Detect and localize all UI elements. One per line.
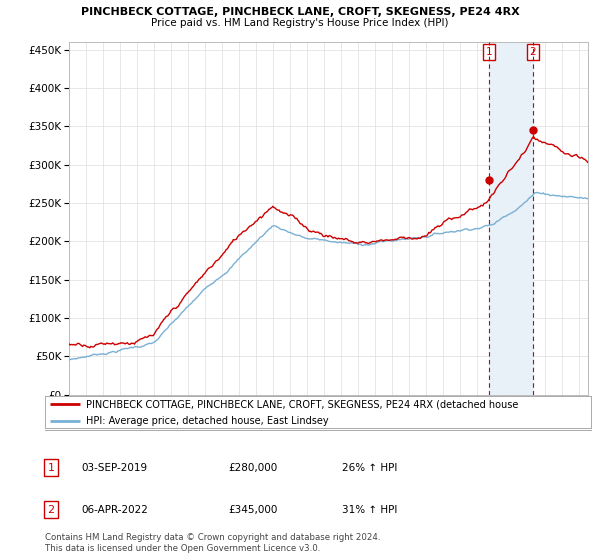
Text: 06-APR-2022: 06-APR-2022 (81, 505, 148, 515)
Text: 2: 2 (530, 47, 536, 57)
Text: HPI: Average price, detached house, East Lindsey: HPI: Average price, detached house, East… (86, 416, 329, 426)
Text: Price paid vs. HM Land Registry's House Price Index (HPI): Price paid vs. HM Land Registry's House … (151, 18, 449, 28)
Text: Contains HM Land Registry data © Crown copyright and database right 2024.
This d: Contains HM Land Registry data © Crown c… (45, 533, 380, 553)
Bar (489, 42, 533, 395)
Text: £345,000: £345,000 (228, 505, 277, 515)
Text: 1: 1 (47, 463, 55, 473)
Text: 26% ↑ HPI: 26% ↑ HPI (342, 463, 397, 473)
Text: PINCHBECK COTTAGE, PINCHBECK LANE, CROFT, SKEGNESS, PE24 4RX (detached house: PINCHBECK COTTAGE, PINCHBECK LANE, CROFT… (86, 399, 518, 409)
Text: 1: 1 (485, 47, 492, 57)
Text: 03-SEP-2019: 03-SEP-2019 (81, 463, 147, 473)
Text: £280,000: £280,000 (228, 463, 277, 473)
Text: 2: 2 (47, 505, 55, 515)
Text: 31% ↑ HPI: 31% ↑ HPI (342, 505, 397, 515)
Text: PINCHBECK COTTAGE, PINCHBECK LANE, CROFT, SKEGNESS, PE24 4RX: PINCHBECK COTTAGE, PINCHBECK LANE, CROFT… (80, 7, 520, 17)
